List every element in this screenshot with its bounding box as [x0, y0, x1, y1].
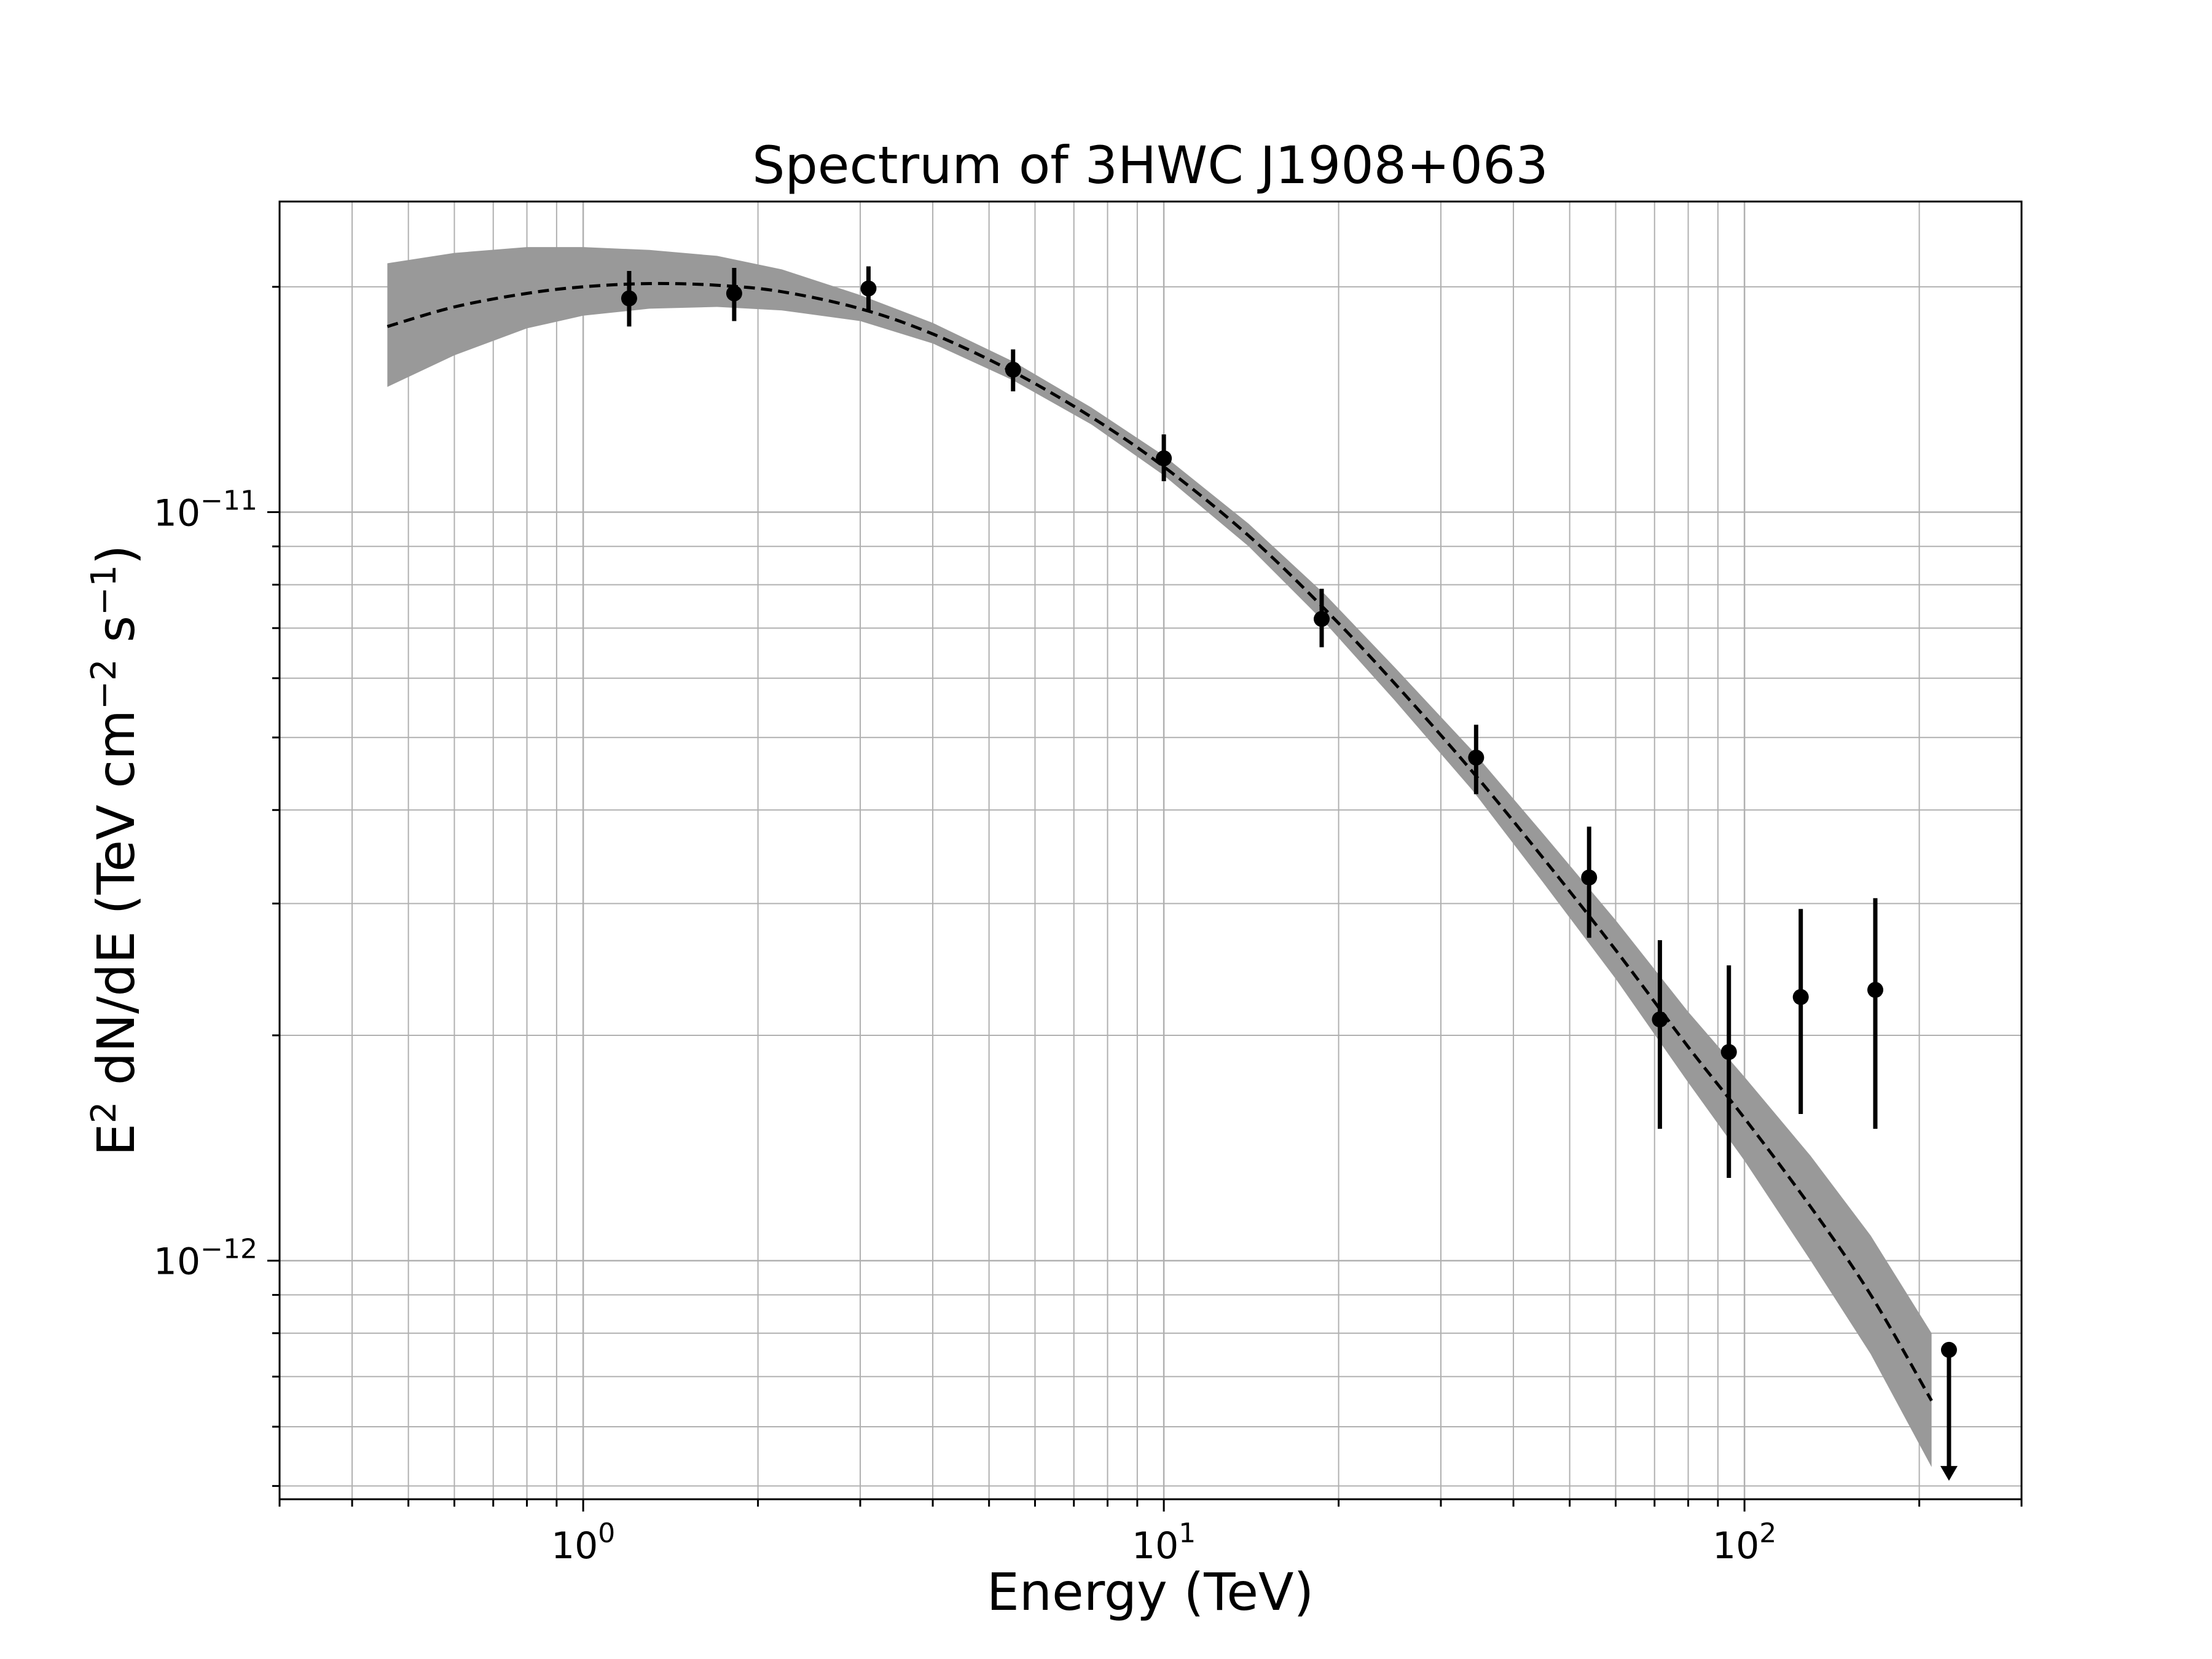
y-tick-label-base: 10: [154, 1241, 200, 1284]
data-point: [1581, 869, 1598, 886]
x-tick-label: 101: [1132, 1518, 1196, 1567]
data-point: [1156, 450, 1172, 466]
y-axis-label-sup: 2: [84, 1102, 124, 1124]
y-axis-label-part: s: [86, 616, 146, 659]
data-point: [1792, 989, 1809, 1005]
grid: [279, 202, 2022, 1499]
data-point: [860, 280, 877, 297]
data-point: [1867, 982, 1884, 998]
x-tick-label-base: 10: [551, 1524, 598, 1567]
y-tick-label: 10−11: [154, 485, 257, 535]
model-line-group: [386, 281, 1933, 1402]
x-tick-label-exp: 0: [598, 1518, 615, 1549]
x-tick-label-exp: 2: [1759, 1518, 1776, 1549]
y-axis-label-part: E: [86, 1123, 146, 1156]
y-axis-label: E2 dN/dE (TeV cm−2 s−1): [84, 544, 146, 1156]
y-axis-label-part: dN/dE (TeV cm: [86, 710, 146, 1102]
data-point: [1005, 361, 1021, 378]
y-tick-label-exp: −11: [200, 485, 257, 517]
plot-frame: [278, 200, 2023, 1500]
x-tick-label-base: 10: [1132, 1524, 1179, 1567]
y-tick-label: 10−12: [154, 1234, 257, 1284]
y-axis-label-sup: −1: [84, 565, 124, 616]
data-point: [1314, 611, 1330, 627]
x-axis-label: Energy (TeV): [987, 1562, 1314, 1622]
data-point: [1652, 1011, 1668, 1028]
data-point: [621, 290, 637, 307]
data-point: [1720, 1044, 1737, 1061]
upper-limit-arrow: [1940, 1465, 1958, 1481]
data-point: [726, 285, 742, 302]
upper-limit-point: [1940, 1341, 1957, 1358]
chart-title: Spectrum of 3HWC J1908+063: [752, 135, 1548, 195]
y-axis-label-sup: −2: [84, 659, 124, 710]
x-tick-label-exp: 1: [1179, 1518, 1196, 1549]
data-point: [1468, 749, 1484, 766]
y-tick-label-exp: −12: [200, 1234, 257, 1265]
x-tick-label: 102: [1712, 1518, 1776, 1567]
x-tick-label-base: 10: [1712, 1524, 1759, 1567]
data-points: [621, 266, 1958, 1481]
y-axis-label-part: ): [86, 544, 146, 565]
y-tick-label-base: 10: [154, 492, 200, 535]
x-tick-label: 100: [551, 1518, 615, 1567]
model-line: [386, 281, 1933, 1402]
